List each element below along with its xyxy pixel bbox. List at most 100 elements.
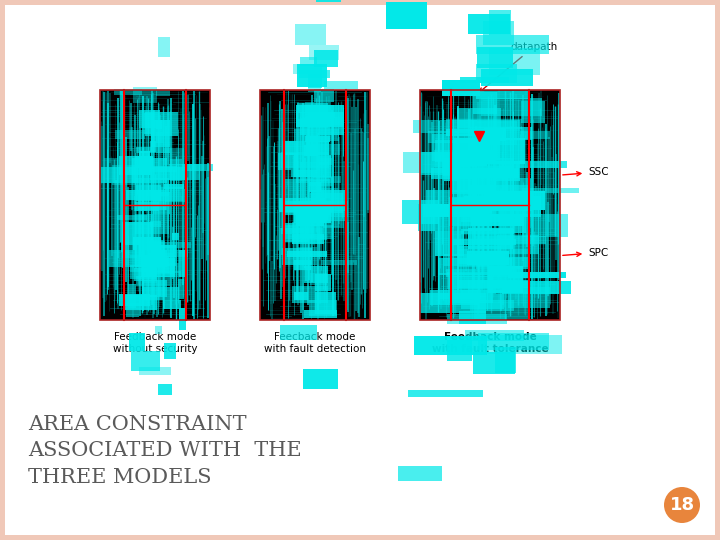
Text: AREA CONSTRAINT
ASSOCIATED WITH  THE
THREE MODELS: AREA CONSTRAINT ASSOCIATED WITH THE THRE… xyxy=(28,415,302,487)
Bar xyxy=(420,293,487,313)
Bar xyxy=(300,57,318,66)
Bar xyxy=(141,255,163,266)
Bar xyxy=(130,265,155,280)
Bar xyxy=(324,201,348,218)
Text: SSC: SSC xyxy=(563,167,608,177)
Bar xyxy=(148,241,165,268)
Bar xyxy=(145,271,181,277)
Bar xyxy=(430,290,478,305)
Bar xyxy=(447,314,507,324)
Bar xyxy=(150,167,185,180)
Bar xyxy=(109,251,145,267)
Bar xyxy=(483,21,514,45)
Bar xyxy=(282,248,312,266)
Bar xyxy=(104,158,118,184)
Bar xyxy=(120,294,150,306)
Bar xyxy=(179,251,187,278)
Bar xyxy=(133,237,161,250)
Text: datapath: datapath xyxy=(480,42,557,92)
Bar xyxy=(144,113,154,134)
Bar xyxy=(145,157,153,169)
Bar xyxy=(465,330,523,341)
Bar xyxy=(135,178,169,196)
Bar xyxy=(469,186,492,213)
Bar xyxy=(521,100,545,123)
Bar xyxy=(309,117,328,128)
Bar xyxy=(140,110,160,127)
Bar xyxy=(308,84,321,92)
Bar xyxy=(287,251,327,257)
Bar xyxy=(458,120,520,131)
Bar xyxy=(285,223,308,241)
Bar xyxy=(309,206,333,212)
Bar xyxy=(158,384,172,395)
Bar xyxy=(115,130,145,139)
Bar xyxy=(122,245,138,258)
Bar xyxy=(296,176,341,183)
Bar xyxy=(481,69,534,86)
Bar xyxy=(301,118,325,127)
Bar xyxy=(460,77,509,84)
Bar xyxy=(163,185,184,190)
Bar xyxy=(112,165,148,185)
Bar xyxy=(469,14,510,35)
Bar xyxy=(508,272,566,278)
Bar xyxy=(444,254,505,266)
Bar xyxy=(489,10,511,35)
Bar xyxy=(163,148,184,165)
Bar xyxy=(458,246,501,264)
Bar xyxy=(130,255,165,273)
Bar xyxy=(459,181,496,206)
Bar xyxy=(302,208,322,218)
Bar xyxy=(473,91,497,114)
Bar xyxy=(442,158,514,173)
Text: Feedback mode
without security: Feedback mode without security xyxy=(113,332,197,354)
Bar xyxy=(443,166,514,177)
Bar xyxy=(478,333,549,350)
Bar xyxy=(446,269,516,277)
Bar xyxy=(454,239,516,245)
Bar xyxy=(292,286,328,303)
Bar xyxy=(166,189,187,202)
Bar xyxy=(294,24,326,45)
Bar xyxy=(484,128,505,140)
Bar xyxy=(312,190,346,211)
Bar xyxy=(142,287,179,300)
Bar xyxy=(291,170,317,177)
Bar xyxy=(420,90,560,320)
Bar xyxy=(161,257,169,273)
Bar xyxy=(144,166,177,172)
Bar xyxy=(150,120,170,147)
Bar xyxy=(310,273,327,285)
Bar xyxy=(468,195,541,217)
Bar xyxy=(452,172,508,194)
Bar xyxy=(260,90,370,320)
Bar xyxy=(456,109,500,128)
Bar xyxy=(484,191,545,210)
Bar xyxy=(292,64,322,73)
Circle shape xyxy=(664,487,700,523)
Bar xyxy=(140,367,171,375)
Bar xyxy=(179,308,186,330)
Bar xyxy=(315,292,336,314)
Bar xyxy=(300,225,314,238)
Bar xyxy=(434,150,477,167)
Bar xyxy=(141,258,174,277)
Bar xyxy=(169,164,200,180)
Bar xyxy=(305,310,337,318)
Bar xyxy=(305,105,334,126)
Bar xyxy=(279,326,317,340)
Bar xyxy=(304,211,343,228)
Bar xyxy=(298,247,317,265)
Bar xyxy=(309,44,338,60)
Bar xyxy=(294,129,339,141)
Bar xyxy=(522,187,579,193)
Bar xyxy=(481,98,541,116)
Bar xyxy=(294,156,331,177)
Bar xyxy=(449,276,493,303)
Bar xyxy=(128,284,135,308)
Bar xyxy=(418,204,492,231)
Bar xyxy=(117,215,148,220)
Bar xyxy=(135,156,153,168)
Bar xyxy=(476,64,517,83)
